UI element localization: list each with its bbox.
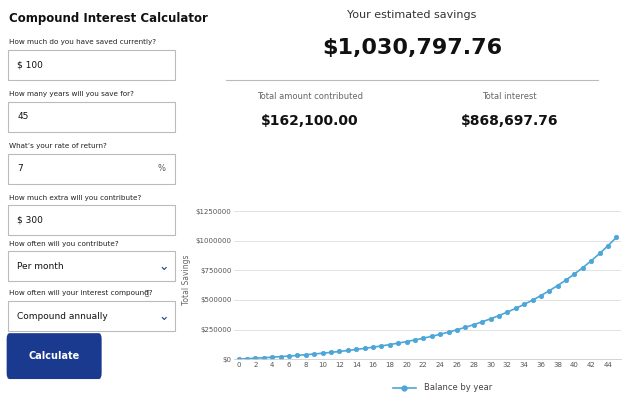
- Text: Total interest: Total interest: [482, 92, 537, 101]
- Text: Compound Interest Calculator: Compound Interest Calculator: [10, 12, 209, 25]
- Text: %: %: [157, 164, 165, 173]
- Text: Your estimated savings: Your estimated savings: [347, 10, 477, 20]
- FancyBboxPatch shape: [8, 102, 175, 132]
- Text: 45: 45: [17, 112, 29, 121]
- Text: Calculate: Calculate: [29, 351, 80, 361]
- Text: $ 100: $ 100: [17, 60, 43, 69]
- Text: How much extra will you contribute?: How much extra will you contribute?: [10, 195, 142, 201]
- Text: Per month: Per month: [17, 262, 64, 271]
- Text: $868,697.76: $868,697.76: [461, 114, 559, 128]
- Text: How often will you contribute?: How often will you contribute?: [10, 241, 119, 247]
- Text: ⌄: ⌄: [158, 260, 169, 273]
- Text: ⌄: ⌄: [158, 310, 169, 323]
- Text: How often will your interest compound?: How often will your interest compound?: [10, 290, 153, 296]
- Text: Compound annually: Compound annually: [17, 312, 108, 321]
- FancyBboxPatch shape: [8, 50, 175, 80]
- Text: $ 300: $ 300: [17, 216, 43, 225]
- Text: 7: 7: [17, 164, 23, 173]
- Text: $1,030,797.76: $1,030,797.76: [322, 38, 502, 58]
- Text: How many years will you save for?: How many years will you save for?: [10, 91, 134, 97]
- FancyBboxPatch shape: [8, 301, 175, 331]
- Text: $162,100.00: $162,100.00: [261, 114, 359, 128]
- Text: ⓘ: ⓘ: [145, 290, 148, 296]
- FancyBboxPatch shape: [8, 205, 175, 235]
- Y-axis label: Total Savings: Total Savings: [183, 254, 191, 304]
- FancyBboxPatch shape: [6, 333, 101, 379]
- Text: Total amount contributed: Total amount contributed: [257, 92, 363, 101]
- Text: How much do you have saved currently?: How much do you have saved currently?: [10, 39, 157, 45]
- FancyBboxPatch shape: [8, 251, 175, 281]
- Text: What’s your rate of return?: What’s your rate of return?: [10, 143, 107, 149]
- FancyBboxPatch shape: [8, 154, 175, 184]
- Text: Balance by year: Balance by year: [424, 383, 492, 392]
